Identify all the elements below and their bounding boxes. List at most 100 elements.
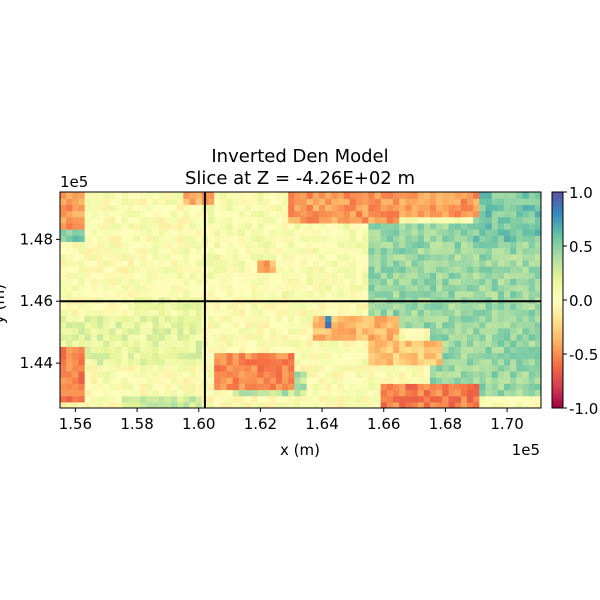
colorbar-gradient [552, 192, 563, 408]
heatmap-cell [516, 377, 524, 384]
heatmap-cell [417, 272, 425, 279]
heatmap-cell [226, 241, 234, 249]
heatmap-cell [534, 383, 541, 391]
heatmap-cell [251, 241, 258, 249]
heatmap-cell [325, 401, 332, 408]
heatmap-cell [374, 210, 382, 218]
heatmap-cell [510, 235, 517, 242]
heatmap-cell [491, 222, 499, 230]
heatmap-cell [177, 247, 184, 255]
heatmap-cell [171, 352, 178, 360]
heatmap-cell [331, 327, 339, 335]
heatmap-cell [232, 235, 240, 242]
heatmap-cell [448, 290, 456, 298]
heatmap-cell [183, 352, 191, 360]
heatmap-cell [393, 333, 400, 341]
heatmap-cell [405, 278, 413, 286]
heatmap-cell [467, 377, 474, 384]
heatmap-cell [195, 303, 203, 310]
heatmap-cell [177, 253, 184, 261]
heatmap-cell [238, 290, 246, 298]
heatmap-cell [399, 321, 406, 329]
heatmap-cell [103, 229, 110, 236]
heatmap-cell [177, 383, 184, 391]
heatmap-cell [497, 272, 505, 279]
heatmap-cell [214, 352, 221, 360]
heatmap-cell [257, 192, 265, 199]
heatmap-cell [485, 247, 493, 255]
heatmap-cell [528, 370, 536, 378]
heatmap-cell [115, 272, 123, 279]
heatmap-cell [183, 235, 191, 242]
heatmap-cell [183, 222, 191, 230]
heatmap-cell [491, 272, 499, 279]
heatmap-cell [232, 395, 240, 403]
heatmap-cell [473, 278, 480, 286]
heatmap-cell [522, 377, 530, 384]
heatmap-cell [448, 284, 456, 292]
heatmap-cell [66, 247, 73, 255]
heatmap-cell [300, 272, 308, 279]
heatmap-cell [146, 192, 154, 199]
heatmap-cell [368, 222, 376, 230]
heatmap-cell [473, 315, 480, 323]
heatmap-cell [312, 198, 320, 205]
heatmap-cell [78, 259, 86, 267]
heatmap-cell [386, 272, 394, 279]
heatmap-cell [208, 235, 215, 242]
heatmap-cell [380, 192, 388, 199]
heatmap-cell [263, 192, 271, 199]
heatmap-cell [275, 315, 283, 323]
heatmap-cell [158, 358, 166, 366]
heatmap-cell [109, 370, 117, 378]
heatmap-cell [109, 210, 117, 218]
heatmap-cell [473, 389, 480, 397]
heatmap-cell [189, 383, 197, 391]
heatmap-cell [275, 364, 283, 372]
heatmap-cell [442, 346, 450, 354]
heatmap-cell [448, 241, 456, 249]
heatmap-cell [220, 383, 228, 391]
heatmap-cell [294, 389, 302, 397]
heatmap-cell [263, 321, 271, 329]
heatmap-cell [516, 333, 524, 341]
heatmap-cell [121, 383, 129, 391]
heatmap-cell [134, 222, 141, 230]
heatmap-cell [134, 235, 141, 242]
heatmap-cell [343, 235, 351, 242]
heatmap-cell [497, 229, 505, 236]
heatmap-cell [454, 290, 462, 298]
heatmap-cell [356, 352, 363, 360]
heatmap-cell [405, 389, 413, 397]
heatmap-cell [127, 395, 135, 403]
heatmap-cell [504, 358, 511, 366]
heatmap-cell [343, 309, 351, 317]
heatmap-cell [349, 229, 357, 236]
heatmap-cell [442, 340, 450, 347]
heatmap-cell [393, 395, 400, 403]
heatmap-cell [275, 333, 283, 341]
heatmap-cell [356, 290, 363, 298]
heatmap-cell [282, 241, 289, 249]
heatmap-cell [140, 377, 147, 384]
heatmap-cell [411, 327, 419, 335]
heatmap-cell [473, 290, 480, 298]
heatmap-cell [411, 377, 419, 384]
heatmap-cell [146, 395, 154, 403]
heatmap-cell [448, 383, 456, 391]
heatmap-cell [504, 327, 511, 335]
heatmap-cell [115, 241, 123, 249]
heatmap-cell [319, 192, 326, 199]
heatmap-cell [288, 198, 295, 205]
heatmap-cell [312, 401, 320, 408]
heatmap-cell [134, 315, 141, 323]
heatmap-cell [319, 272, 326, 279]
heatmap-cell [152, 272, 160, 279]
heatmap-cell [325, 247, 332, 255]
heatmap-cell [115, 395, 123, 403]
heatmap-cell [257, 303, 265, 310]
heatmap-cell [146, 383, 154, 391]
heatmap-cell [405, 241, 413, 249]
heatmap-cell [60, 247, 67, 255]
heatmap-cell [220, 364, 228, 372]
